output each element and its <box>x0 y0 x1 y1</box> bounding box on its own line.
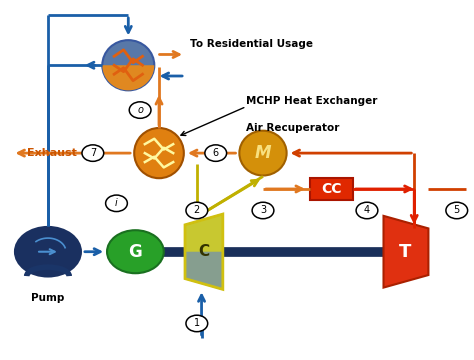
Text: Exhaust: Exhaust <box>27 148 77 158</box>
Text: i: i <box>115 198 118 208</box>
Circle shape <box>205 145 227 161</box>
Circle shape <box>106 195 128 212</box>
Text: M: M <box>255 144 271 162</box>
Circle shape <box>186 315 208 332</box>
Text: 1: 1 <box>194 319 200 328</box>
Text: 2: 2 <box>194 206 200 216</box>
Circle shape <box>186 202 208 219</box>
Text: Pump: Pump <box>31 293 64 303</box>
Polygon shape <box>185 214 223 289</box>
Polygon shape <box>383 216 428 288</box>
Text: G: G <box>128 243 142 261</box>
Text: 3: 3 <box>260 206 266 216</box>
Ellipse shape <box>239 131 287 176</box>
Text: 6: 6 <box>213 148 219 158</box>
Text: 4: 4 <box>364 206 370 216</box>
Circle shape <box>107 230 164 273</box>
Circle shape <box>356 202 378 219</box>
FancyBboxPatch shape <box>310 178 353 200</box>
Text: 5: 5 <box>454 206 460 216</box>
Circle shape <box>252 202 274 219</box>
Text: 7: 7 <box>90 148 96 158</box>
Text: CC: CC <box>321 182 342 196</box>
Text: To Residential Usage: To Residential Usage <box>190 39 313 49</box>
Polygon shape <box>102 65 155 90</box>
Text: T: T <box>399 243 411 261</box>
Polygon shape <box>185 252 223 289</box>
Text: MCHP Heat Exchanger: MCHP Heat Exchanger <box>246 96 378 106</box>
Text: Air Recuperator: Air Recuperator <box>246 123 340 133</box>
Circle shape <box>82 145 104 161</box>
Text: C: C <box>198 244 210 259</box>
Circle shape <box>14 226 82 278</box>
Ellipse shape <box>134 128 184 178</box>
Circle shape <box>129 102 151 118</box>
Ellipse shape <box>102 40 155 90</box>
Text: o: o <box>137 105 143 115</box>
Circle shape <box>446 202 468 219</box>
